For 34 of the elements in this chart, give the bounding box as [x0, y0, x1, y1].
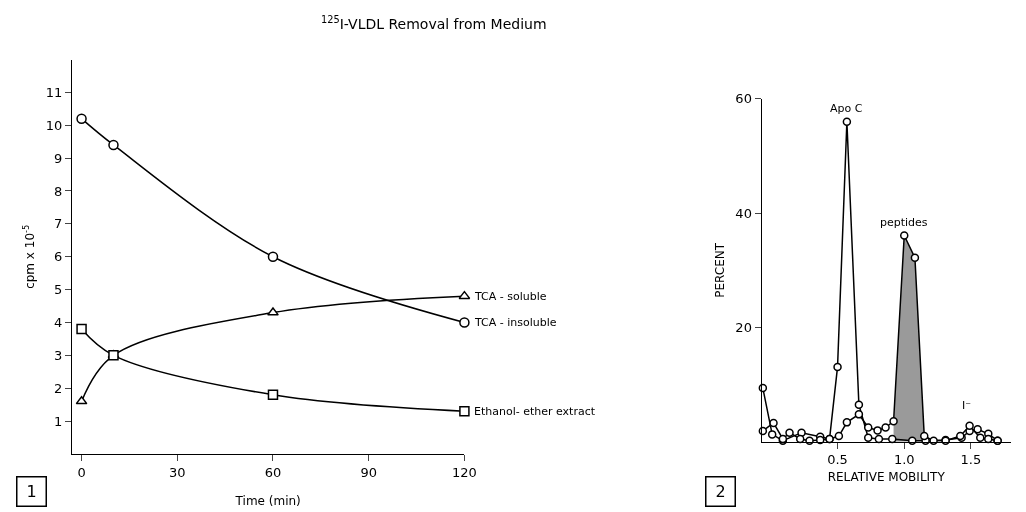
x-tick-label: 90: [360, 464, 377, 480]
y-tick-label: 10: [45, 117, 63, 133]
x-tick-label: 0.5: [827, 452, 848, 468]
x-tick-label: 0: [77, 464, 86, 480]
y-tick-label: 40: [735, 205, 752, 221]
text: 1: [26, 482, 37, 501]
y-tick-label: 2: [54, 380, 63, 396]
y-tick-label: 1: [54, 413, 63, 429]
series-label: TCA - insoluble: [474, 316, 557, 329]
x-tick-label: 1.0: [893, 452, 915, 468]
x-axis-title: Time (min): [234, 494, 301, 509]
series-label: TCA - soluble: [474, 290, 547, 303]
annotation: Apo C: [830, 102, 863, 115]
y-tick-label: 11: [45, 84, 63, 100]
annotation: peptides: [880, 216, 928, 229]
y-tick-label: 7: [54, 216, 63, 232]
x-tick-label: 1.5: [960, 452, 982, 468]
annotation: I⁻: [962, 399, 972, 412]
y-tick-label: 20: [735, 320, 752, 336]
y-tick-label: 6: [54, 249, 63, 265]
y-tick-label: 4: [54, 315, 63, 331]
x-tick-label: 30: [169, 464, 186, 480]
x-axis-title: RELATIVE MOBILITY: [827, 470, 946, 485]
series-label: Ethanol- ether extract: [474, 405, 596, 418]
y-tick-label: 3: [54, 347, 63, 363]
x-tick-label: 120: [452, 464, 477, 480]
y-tick-label: 5: [54, 282, 63, 298]
x-tick-label: 60: [264, 464, 282, 480]
y-tick-label: 8: [54, 183, 63, 199]
y-tick-label: 9: [54, 150, 63, 166]
chart-title: $^{125}$I-VLDL Removal from Medium: [321, 14, 547, 32]
y-axis-title: PERCENT: [712, 242, 727, 298]
text: 2: [715, 482, 726, 501]
y-tick-label: 60: [735, 91, 752, 107]
